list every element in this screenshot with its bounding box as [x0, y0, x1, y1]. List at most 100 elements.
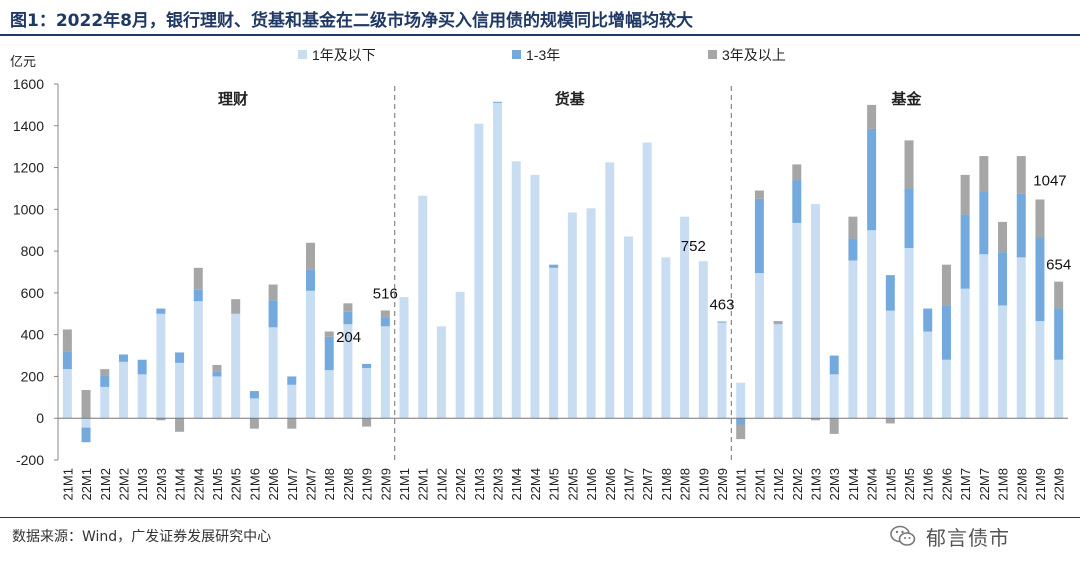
- bar-segment: [998, 252, 1008, 306]
- x-tick-label: 22M8: [341, 468, 356, 501]
- x-tick-label: 21M4: [173, 468, 188, 501]
- bar-segment: [736, 424, 746, 440]
- bar-segment: [829, 418, 839, 434]
- bar-segment: [249, 398, 259, 419]
- x-tick-label: 21M6: [921, 468, 936, 501]
- x-tick-label: 22M2: [116, 468, 131, 501]
- bar-segment: [736, 418, 746, 425]
- bar-segment: [904, 247, 914, 419]
- bar-segment: [231, 313, 241, 419]
- bar-segment: [231, 299, 241, 314]
- bar-segment: [175, 362, 185, 419]
- legend-label: 1-3年: [526, 47, 560, 63]
- bar-segment: [549, 267, 559, 419]
- bar-segment: [455, 291, 465, 419]
- bar-segment: [175, 418, 185, 432]
- bar-segment: [717, 321, 727, 323]
- x-tick-label: 22M6: [939, 468, 954, 501]
- x-tick-label: 22M1: [752, 468, 767, 501]
- x-tick-label: 22M5: [565, 468, 580, 501]
- bar-segment: [998, 305, 1008, 419]
- x-tick-label: 21M2: [771, 468, 786, 501]
- bar-segment: [137, 359, 147, 375]
- bar-segment: [1035, 237, 1045, 322]
- legend-swatch: [512, 50, 521, 59]
- bar-segment: [118, 361, 128, 419]
- data-label: 752: [681, 238, 706, 255]
- bar-segment: [306, 269, 316, 291]
- bar-segment: [343, 303, 353, 312]
- x-tick-label: 22M1: [416, 468, 431, 501]
- bar-segment: [212, 371, 222, 377]
- bar-segment: [100, 386, 110, 419]
- x-tick-label: 22M2: [790, 468, 805, 501]
- data-label: 654: [1046, 257, 1071, 274]
- x-tick-label: 22M2: [453, 468, 468, 501]
- bar-segment: [773, 324, 783, 419]
- y-tick-label: 1600: [13, 76, 44, 92]
- bar-segment: [362, 368, 372, 419]
- x-tick-label: 21M7: [958, 468, 973, 501]
- bar-segment: [62, 369, 72, 419]
- bar-segment: [474, 123, 484, 419]
- bar-segment: [885, 418, 895, 424]
- x-tick-label: 21M5: [210, 468, 225, 501]
- bar-segment: [960, 174, 970, 215]
- bar-segment: [268, 300, 278, 328]
- x-tick-label: 21M6: [584, 468, 599, 501]
- bar-segment: [623, 236, 633, 419]
- bar-segment: [362, 418, 372, 427]
- bar-segment: [680, 216, 690, 419]
- bar-segment: [324, 370, 334, 419]
- bar-segment: [754, 190, 764, 199]
- bar-segment: [923, 308, 933, 332]
- x-tick-label: 21M9: [696, 468, 711, 501]
- bar-segment: [175, 352, 185, 363]
- bar-segment: [867, 128, 877, 231]
- bar-segment: [941, 305, 951, 360]
- bar-segment: [380, 326, 390, 419]
- data-label: 204: [336, 329, 361, 346]
- bar-segment: [324, 331, 334, 337]
- legend-label: 3年及以上: [722, 47, 786, 63]
- x-tick-label: 22M7: [977, 468, 992, 501]
- bar-segment: [156, 308, 166, 314]
- wechat-icon: [890, 525, 916, 546]
- bar-segment: [1016, 257, 1026, 419]
- bar-segment: [268, 327, 278, 419]
- x-tick-label: 21M8: [659, 468, 674, 501]
- bar-segment: [885, 310, 895, 419]
- bar-segment: [698, 261, 708, 419]
- y-tick-label: 1400: [13, 118, 44, 134]
- bar-segment: [306, 242, 316, 270]
- x-tick-label: 22M7: [304, 468, 319, 501]
- bar-segment: [193, 289, 203, 302]
- bar-segment: [867, 230, 877, 419]
- bar-segment: [904, 140, 914, 189]
- bar-segment: [941, 359, 951, 419]
- y-tick-label: -200: [16, 452, 44, 468]
- bar-segment: [867, 104, 877, 129]
- bar-segment: [362, 363, 372, 369]
- x-tick-label: 22M6: [603, 468, 618, 501]
- bar-segment: [81, 427, 91, 443]
- x-tick-label: 22M6: [266, 468, 281, 501]
- x-tick-label: 21M1: [60, 468, 75, 501]
- bar-segment: [493, 102, 503, 419]
- x-tick-label: 21M7: [285, 468, 300, 501]
- bar-segment: [343, 324, 353, 419]
- bar-segment: [811, 418, 821, 421]
- bar-segment: [268, 284, 278, 301]
- x-tick-label: 22M3: [827, 468, 842, 501]
- bar-segment: [567, 212, 577, 419]
- bar-segment: [792, 180, 802, 223]
- x-tick-label: 21M9: [1033, 468, 1048, 501]
- bar-segment: [773, 323, 783, 325]
- x-tick-label: 21M1: [397, 468, 412, 501]
- data-label: 1047: [1033, 173, 1066, 190]
- bar-segment: [137, 374, 147, 419]
- bar-segment: [1035, 321, 1045, 419]
- bar-segment: [81, 418, 91, 428]
- bar-segment: [62, 329, 72, 352]
- bar-segment: [960, 214, 970, 289]
